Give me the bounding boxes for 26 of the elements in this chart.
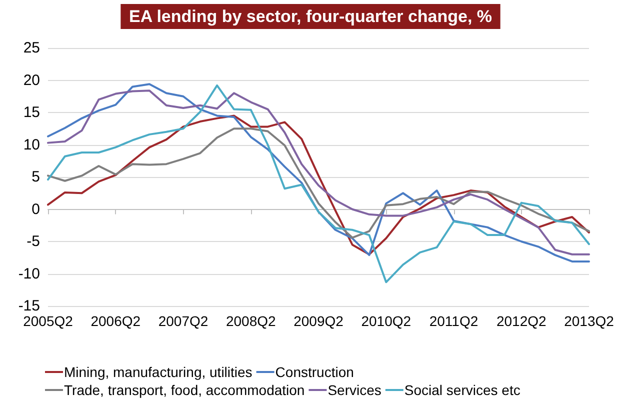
x-tick-label: 2010Q2 [361, 313, 412, 329]
chart-title: EA lending by sector, four-quarter change, % [128, 7, 492, 26]
y-tick-label: 20 [23, 72, 40, 89]
legend-label: Construction [275, 364, 354, 380]
x-tick-label: 2006Q2 [90, 313, 141, 329]
line-series [47, 114, 590, 256]
y-tick-label: 15 [23, 104, 40, 121]
y-tick-label: -10 [18, 265, 40, 282]
x-tick-label: 2009Q2 [294, 313, 344, 329]
x-tick-label: 2013Q2 [564, 313, 614, 329]
x-tick-label: 2011Q2 [429, 313, 478, 329]
legend-label: Services [328, 382, 382, 398]
y-tick-label: -15 [18, 298, 40, 314]
legend-label: Trade, transport, food, accommodation [64, 382, 305, 398]
x-tick-label: 2012Q2 [496, 313, 546, 329]
y-tick-label: 5 [32, 168, 40, 186]
x-tick-label: 2008Q2 [226, 313, 276, 329]
y-tick-label: 0 [32, 200, 40, 218]
legend-label: Mining, manufacturing, utilities [64, 364, 252, 380]
x-tick-label: 2005Q2 [23, 313, 74, 329]
y-tick-label: -5 [26, 233, 40, 250]
y-tick-label: 10 [23, 136, 40, 154]
line-series [47, 128, 590, 239]
legend-label: Social services etc [404, 382, 520, 398]
x-tick-label: 2007Q2 [158, 313, 208, 329]
y-tick-label: 25 [23, 40, 40, 56]
